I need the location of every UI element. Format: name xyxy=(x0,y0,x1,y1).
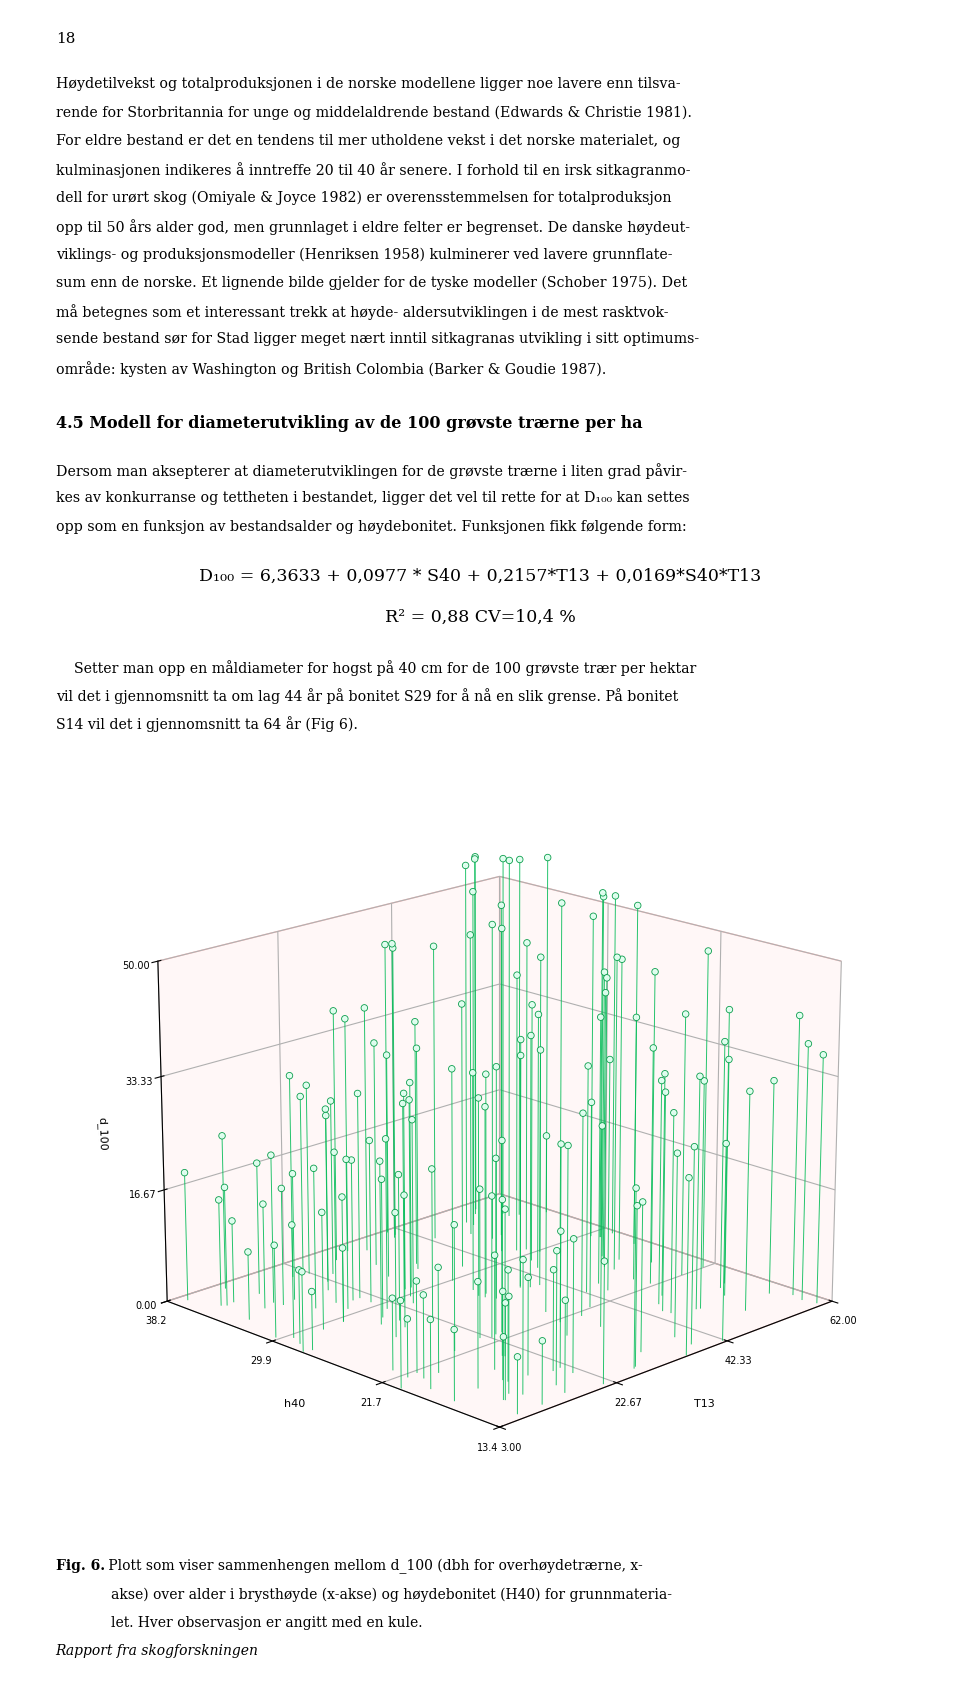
Text: let. Hver observasjon er angitt med en kule.: let. Hver observasjon er angitt med en k… xyxy=(111,1616,422,1630)
Text: område: kysten av Washington og British Colombia (Barker & Goudie 1987).: område: kysten av Washington og British … xyxy=(56,361,606,376)
Text: kulminasjonen indikeres å inntreffe 20 til 40 år senere. I forhold til en irsk s: kulminasjonen indikeres å inntreffe 20 t… xyxy=(56,162,690,179)
Text: D₁₀₀ = 6,3633 + 0,0977 * S40 + 0,2157*T13 + 0,0169*S40*T13: D₁₀₀ = 6,3633 + 0,0977 * S40 + 0,2157*T1… xyxy=(199,569,761,585)
Text: sum enn de norske. Et lignende bilde gjelder for de tyske modeller (Schober 1975: sum enn de norske. Et lignende bilde gje… xyxy=(56,275,686,290)
Text: kes av konkurranse og tettheten i bestandet, ligger det vel til rette for at D₁₀: kes av konkurranse og tettheten i bestan… xyxy=(56,491,689,504)
Text: Høydetilvekst og totalproduksjonen i de norske modellene ligger noe lavere enn t: Høydetilvekst og totalproduksjonen i de … xyxy=(56,78,681,91)
Text: 18: 18 xyxy=(56,32,75,46)
Text: sende bestand sør for Stad ligger meget nært inntil sitkagranas utvikling i sitt: sende bestand sør for Stad ligger meget … xyxy=(56,332,699,346)
Text: Fig. 6.: Fig. 6. xyxy=(56,1559,105,1572)
Text: akse) over alder i brysthøyde (x-akse) og høydebonitet (H40) for grunnmateria-: akse) over alder i brysthøyde (x-akse) o… xyxy=(111,1587,672,1603)
Text: dell for urørt skog (Omiyale & Joyce 1982) er overensstemmelsen for totalproduks: dell for urørt skog (Omiyale & Joyce 198… xyxy=(56,191,671,206)
Text: opp som en funksjon av bestandsalder og høydebonitet. Funksjonen fikk følgende f: opp som en funksjon av bestandsalder og … xyxy=(56,520,686,533)
Text: R² = 0,88 CV=10,4 %: R² = 0,88 CV=10,4 % xyxy=(385,609,575,626)
Text: rende for Storbritannia for unge og middelaldrende bestand (Edwards & Christie 1: rende for Storbritannia for unge og midd… xyxy=(56,106,691,120)
Text: opp til 50 års alder god, men grunnlaget i eldre felter er begrenset. De danske : opp til 50 års alder god, men grunnlaget… xyxy=(56,219,689,234)
Text: må betegnes som et interessant trekk at høyde- aldersutviklingen i de mest raskt: må betegnes som et interessant trekk at … xyxy=(56,304,668,321)
Text: 4.5 Modell for diameterutvikling av de 100 grøvste trærne per ha: 4.5 Modell for diameterutvikling av de 1… xyxy=(56,415,642,432)
Y-axis label: h40: h40 xyxy=(284,1399,305,1409)
Text: Rapport fra skogforskningen: Rapport fra skogforskningen xyxy=(56,1645,258,1658)
Text: For eldre bestand er det en tendens til mer utholdene vekst i det norske materia: For eldre bestand er det en tendens til … xyxy=(56,133,680,148)
Text: Plott som viser sammenhengen mellom d_100 (dbh for overhøydetrærne, x-: Plott som viser sammenhengen mellom d_10… xyxy=(104,1559,642,1574)
X-axis label: T13: T13 xyxy=(694,1399,715,1409)
Text: viklings- og produksjonsmodeller (Henriksen 1958) kulminerer ved lavere grunnfla: viklings- og produksjonsmodeller (Henrik… xyxy=(56,248,672,261)
Text: S14 vil det i gjennomsnitt ta 64 år (Fig 6).: S14 vil det i gjennomsnitt ta 64 år (Fig… xyxy=(56,717,358,732)
Text: vil det i gjennomsnitt ta om lag 44 år på bonitet S29 for å nå en slik grense. P: vil det i gjennomsnitt ta om lag 44 år p… xyxy=(56,688,678,703)
Text: Dersom man aksepterer at diameterutviklingen for de grøvste trærne i liten grad : Dersom man aksepterer at diameterutvikli… xyxy=(56,462,686,479)
Text: Setter man opp en måldiameter for hogst på 40 cm for de 100 grøvste trær per hek: Setter man opp en måldiameter for hogst … xyxy=(56,660,696,676)
